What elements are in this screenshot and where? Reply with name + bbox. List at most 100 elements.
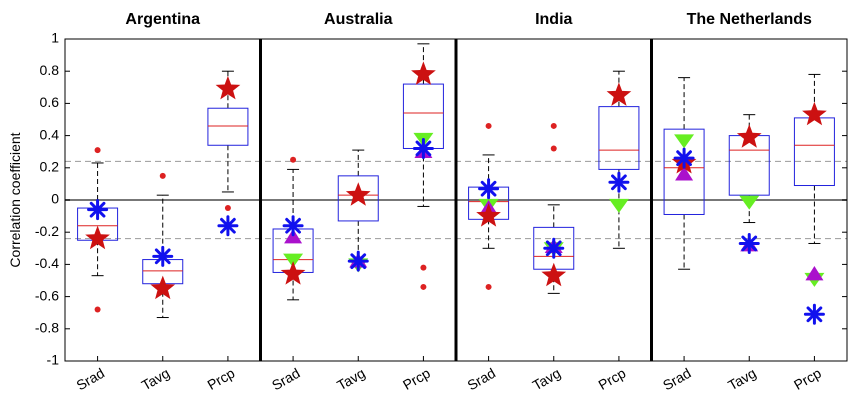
box-body (207, 107, 249, 146)
x-tick-label: Prcp (791, 365, 824, 393)
y-tick-label: 0.4 (40, 126, 60, 142)
asterisk-stroke (741, 235, 758, 252)
box-srad: Srad (464, 122, 510, 394)
x-tick-label: Tavg (334, 365, 368, 394)
star-marker (606, 82, 632, 106)
asterisk-marker (673, 147, 695, 169)
asterisk-stroke (350, 253, 367, 270)
y-tick-label: 0 (51, 191, 59, 207)
triangle-down-marker (739, 195, 760, 210)
triangle-down-marker (283, 253, 304, 268)
asterisk-stroke (89, 201, 106, 218)
box-prcp: Prcp (595, 70, 640, 393)
panel-india: India Srad Tavg Prcp (454, 11, 640, 394)
panel-title: Argentina (125, 11, 200, 28)
asterisk-marker (347, 250, 369, 272)
panels: Argentina Srad Tavg Prcp Australia Srad Tavg Pr… (73, 11, 835, 394)
y-tick-label: 0.6 (40, 94, 60, 110)
outlier-point (550, 145, 557, 152)
x-tick-label: Prcp (204, 365, 237, 393)
panel-title: Australia (324, 11, 393, 28)
y-tick-label: -1 (47, 352, 60, 368)
box-srad: Srad (73, 147, 119, 394)
asterisk-stroke (806, 306, 823, 323)
outlier-point (159, 172, 166, 179)
asterisk-marker (412, 137, 434, 159)
asterisk-marker (803, 303, 825, 325)
box-tavg: Tavg (334, 149, 379, 394)
y-tick-label: -0.2 (35, 223, 59, 239)
asterisk-stroke (285, 217, 301, 234)
panel-title: The Netherlands (687, 11, 812, 28)
triangle-down-marker (608, 198, 629, 213)
box-srad: Srad (269, 156, 314, 394)
asterisk-marker (608, 171, 630, 193)
asterisk-marker (87, 199, 109, 221)
asterisk-stroke (676, 150, 692, 167)
asterisk-marker (152, 245, 174, 267)
box-prcp: Prcp (791, 73, 835, 393)
box-body (793, 117, 835, 187)
outlier-point (485, 283, 492, 290)
asterisk-stroke (611, 174, 627, 191)
y-axis: -1 -0.8 -0.6 -0.4 -0.2 0 0.2 0.4 0.6 0.8 1 (35, 30, 847, 368)
panel-the-netherlands: The Netherlands Srad Tavg Prcp (650, 11, 835, 394)
box-srad: Srad (660, 77, 705, 394)
outlier-point (420, 283, 427, 290)
triangle-up-marker (675, 166, 694, 181)
panel-title: India (535, 11, 572, 28)
y-tick-label: -0.8 (35, 320, 59, 336)
asterisk-marker (478, 178, 500, 200)
star-marker (280, 261, 306, 285)
x-tick-label: Tavg (530, 365, 564, 394)
y-tick-label: -0.4 (35, 255, 59, 271)
panel-australia: Australia Srad Tavg Prcp (259, 11, 444, 394)
triangle-down-marker (674, 134, 695, 149)
y-tick-label: 0.2 (40, 159, 60, 175)
box-body (598, 106, 640, 170)
asterisk-stroke (480, 180, 497, 197)
star-marker (411, 61, 436, 85)
box-body (337, 175, 379, 222)
box-body (663, 128, 705, 215)
box-tavg: Tavg (725, 114, 770, 394)
x-tick-label: Prcp (400, 365, 433, 393)
star-marker (215, 75, 241, 100)
outlier-point (94, 147, 101, 154)
x-tick-label: Srad (464, 365, 498, 394)
asterisk-stroke (220, 217, 236, 234)
x-tick-label: Tavg (725, 365, 759, 394)
asterisk-stroke (545, 240, 562, 257)
outlier-point (550, 122, 557, 129)
y-axis-label: Correlation coefficient (7, 132, 23, 267)
x-tick-label: Srad (269, 365, 303, 394)
box-tavg: Tavg (530, 122, 575, 394)
outlier-point (290, 156, 297, 163)
star-marker (476, 203, 501, 227)
box-prcp: Prcp (204, 70, 249, 393)
x-tick-label: Srad (73, 365, 107, 394)
star-marker (85, 225, 110, 250)
asterisk-stroke (415, 140, 432, 157)
x-tick-label: Srad (660, 365, 694, 394)
panel-argentina: Argentina Srad Tavg Prcp (73, 11, 249, 394)
outlier-point (420, 264, 427, 271)
y-tick-label: -0.6 (35, 287, 59, 303)
star-marker (150, 275, 176, 300)
outlier-point (485, 122, 492, 129)
outlier-point (224, 205, 231, 212)
star-marker (802, 101, 827, 126)
box-body (728, 135, 770, 196)
asterisk-marker (217, 215, 239, 237)
box-prcp: Prcp (400, 43, 444, 393)
star-marker (736, 124, 762, 148)
star-marker (541, 262, 567, 287)
x-tick-label: Tavg (139, 365, 173, 394)
star-marker (345, 182, 371, 206)
triangle-up-marker (805, 265, 824, 281)
y-tick-label: 0.8 (40, 62, 60, 78)
outlier-point (94, 306, 101, 313)
box-tavg: Tavg (139, 172, 184, 394)
asterisk-marker (282, 215, 304, 237)
asterisk-marker (543, 237, 565, 259)
